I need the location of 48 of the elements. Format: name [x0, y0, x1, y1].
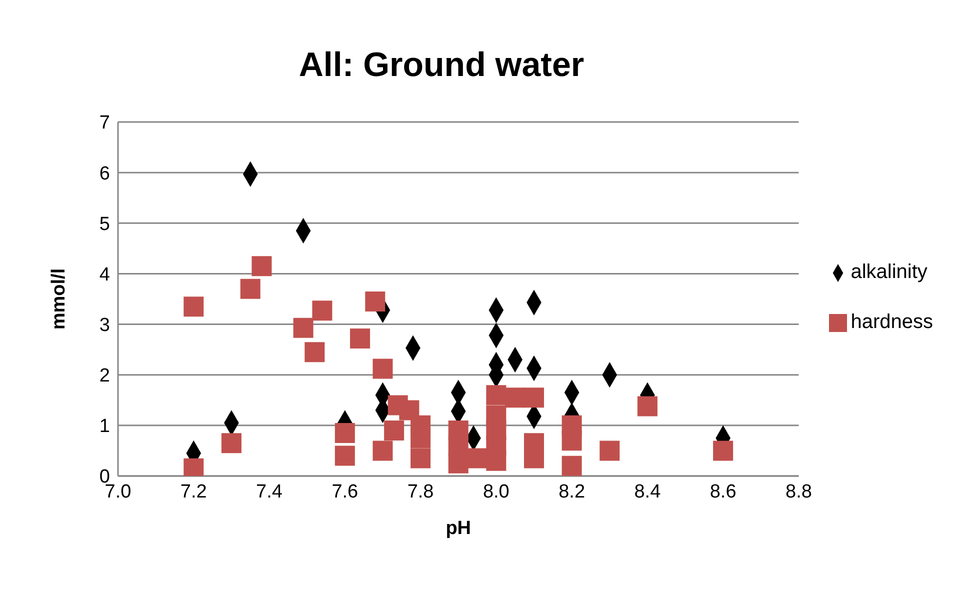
point [410, 428, 431, 448]
point [304, 342, 325, 362]
y-tick-label: 2 [99, 366, 110, 387]
point [486, 450, 506, 471]
y-tick-label: 3 [99, 315, 110, 336]
point [713, 440, 734, 461]
point [184, 296, 204, 317]
point [562, 456, 582, 476]
x-tick-label: 7.8 [407, 481, 434, 502]
point [562, 430, 582, 451]
point [221, 433, 242, 454]
x-tick-label: 7.2 [180, 481, 207, 502]
point [467, 448, 488, 468]
point [486, 385, 506, 406]
x-tick-label: 8.4 [634, 481, 662, 502]
legend-label: alkalinity [850, 261, 928, 283]
x-axis-title: pH [446, 518, 472, 539]
point [312, 300, 332, 321]
legend-label: hardness [850, 311, 933, 333]
x-tick-label: 8.8 [786, 481, 812, 502]
x-tick-label: 7.6 [332, 481, 358, 502]
x-tick-label: 7.4 [256, 481, 283, 502]
y-tick-label: 4 [99, 264, 110, 286]
point [240, 278, 260, 299]
point [637, 396, 658, 416]
x-tick-label: 8.6 [710, 481, 736, 502]
point [384, 420, 404, 440]
point [334, 446, 355, 466]
y-tick-label: 1 [99, 416, 110, 438]
point [293, 318, 314, 338]
point [372, 440, 393, 461]
point [252, 256, 272, 276]
point [524, 388, 544, 408]
y-tick-label: 5 [99, 214, 110, 235]
point [505, 388, 526, 408]
y-axis-title: mmol/l [48, 268, 70, 330]
point [350, 328, 370, 348]
point [600, 440, 620, 461]
point [372, 358, 393, 379]
chart-title: All: Ground water [298, 46, 586, 85]
y-tick-label: 7 [99, 112, 110, 134]
point [448, 453, 468, 474]
point [334, 423, 355, 444]
x-tick-label: 8.2 [558, 481, 586, 502]
point [365, 292, 386, 312]
point [410, 448, 431, 468]
y-tick-label: 6 [99, 163, 110, 184]
x-tick-label: 8.0 [482, 481, 510, 502]
